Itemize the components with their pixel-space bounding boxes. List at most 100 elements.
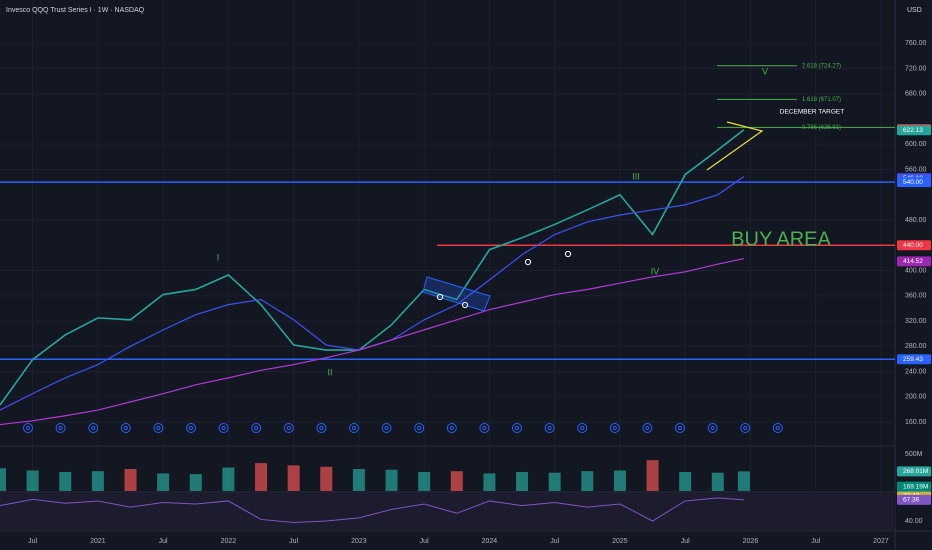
dividend-marker <box>251 423 262 433</box>
marker <box>524 258 532 266</box>
price-badge <box>897 240 931 251</box>
marker <box>461 301 469 309</box>
fib-label: 1.618 (671.07) <box>802 97 841 103</box>
dividend-marker <box>153 423 164 433</box>
dividend-marker <box>218 423 229 433</box>
dividend-marker <box>743 425 748 431</box>
volume-tick-label: 500M <box>905 451 923 458</box>
price-badge <box>897 494 931 505</box>
x-tick-label: Jul <box>550 538 559 545</box>
dividend-marker <box>186 423 196 433</box>
currency: USD <box>907 7 922 14</box>
dividend-marker <box>609 423 620 433</box>
volume-bar <box>613 470 626 491</box>
price-badge-label: 268.01M <box>903 468 928 475</box>
dividend-marker <box>254 425 259 431</box>
volume-bar <box>189 474 202 491</box>
dividend-marker <box>479 423 490 433</box>
volume-bar <box>59 471 72 491</box>
volume-bar <box>287 465 300 491</box>
volume-bar <box>124 469 137 491</box>
volume-bar <box>0 468 6 491</box>
x-tick-label: Jul <box>289 538 298 545</box>
volume-bar <box>26 470 39 491</box>
dividend-marker <box>316 423 327 433</box>
dividend-marker <box>482 425 487 431</box>
price-badge <box>897 481 931 492</box>
dividend-marker <box>417 425 422 431</box>
y-tick-label: 680.00 <box>905 91 927 98</box>
dividend-marker <box>221 425 226 431</box>
y-tick-label: 280.00 <box>905 343 927 350</box>
volume-bar <box>646 460 659 491</box>
dividend-marker <box>449 425 454 431</box>
volume-bar <box>581 471 594 491</box>
dividend-marker <box>381 423 392 433</box>
dividend-marker <box>120 423 131 433</box>
volume-bar <box>352 469 365 491</box>
y-tick-label: 320.00 <box>905 318 927 325</box>
price-badge-label: 540.00 <box>903 179 923 186</box>
dividend-marker <box>156 425 161 431</box>
dividend-marker <box>414 423 425 433</box>
dividend-markers <box>23 423 783 433</box>
annotation: DECEMBER TARGET <box>780 109 844 116</box>
y-tick-label: 480.00 <box>905 217 927 224</box>
dividend-marker <box>286 425 291 431</box>
x-tick-label: 2026 <box>743 538 759 545</box>
dividend-marker <box>384 425 389 431</box>
dividend-marker <box>88 423 99 433</box>
x-tick-label: Jul <box>811 538 820 545</box>
dividend-marker <box>580 425 585 431</box>
volume-bar <box>157 473 170 491</box>
x-tick-label: 2025 <box>612 538 628 545</box>
dividend-marker <box>349 423 359 433</box>
dividend-marker <box>740 423 751 433</box>
dividend-marker <box>58 425 63 431</box>
volume-bar <box>320 466 333 491</box>
dividend-marker <box>577 423 588 433</box>
triangle <box>706 121 764 171</box>
volume-bar <box>483 473 496 491</box>
volume-bar <box>450 471 463 491</box>
volume-bar <box>222 467 235 491</box>
dividend-marker <box>514 425 520 431</box>
price-badge-label: 414.52 <box>903 258 923 265</box>
y-tick-label: 240.00 <box>905 368 927 375</box>
y-tick-label: 200.00 <box>905 394 927 401</box>
x-tick-label: 2027 <box>873 538 889 545</box>
volume-bar <box>91 471 104 491</box>
price-badge-label: 169.19M <box>903 483 928 490</box>
x-tick-label: Jul <box>28 538 37 545</box>
marker <box>436 293 444 301</box>
price-badge <box>897 125 931 136</box>
wave-label: IV <box>651 266 660 276</box>
dividend-marker <box>710 425 715 431</box>
dividend-marker <box>188 425 194 431</box>
price-badge <box>897 256 931 267</box>
x-tick-label: Jul <box>420 538 429 545</box>
x-tick-label: 2024 <box>482 538 498 545</box>
dividend-marker <box>283 423 294 433</box>
volume-bar <box>418 471 431 491</box>
annotation: BUY AREA <box>731 228 831 250</box>
price-badge-label: 259.43 <box>903 356 923 363</box>
y-tick-label: 160.00 <box>905 419 927 426</box>
dividend-marker <box>25 425 31 431</box>
volume-bar <box>385 469 398 491</box>
dividend-marker <box>23 423 33 433</box>
price-badge <box>897 354 931 365</box>
y-tick-label: 400.00 <box>905 267 927 274</box>
price-line <box>0 257 745 426</box>
wave-label: V <box>762 66 768 76</box>
volume-bar <box>548 472 561 491</box>
price-badge-label: 622.13 <box>903 127 923 134</box>
dividend-marker <box>642 423 653 433</box>
y-tick-label: 760.00 <box>905 40 927 47</box>
dividend-marker <box>675 423 685 433</box>
x-tick-label: Jul <box>681 538 690 545</box>
y-tick-label: 360.00 <box>905 293 927 300</box>
rsi-band <box>0 493 895 530</box>
